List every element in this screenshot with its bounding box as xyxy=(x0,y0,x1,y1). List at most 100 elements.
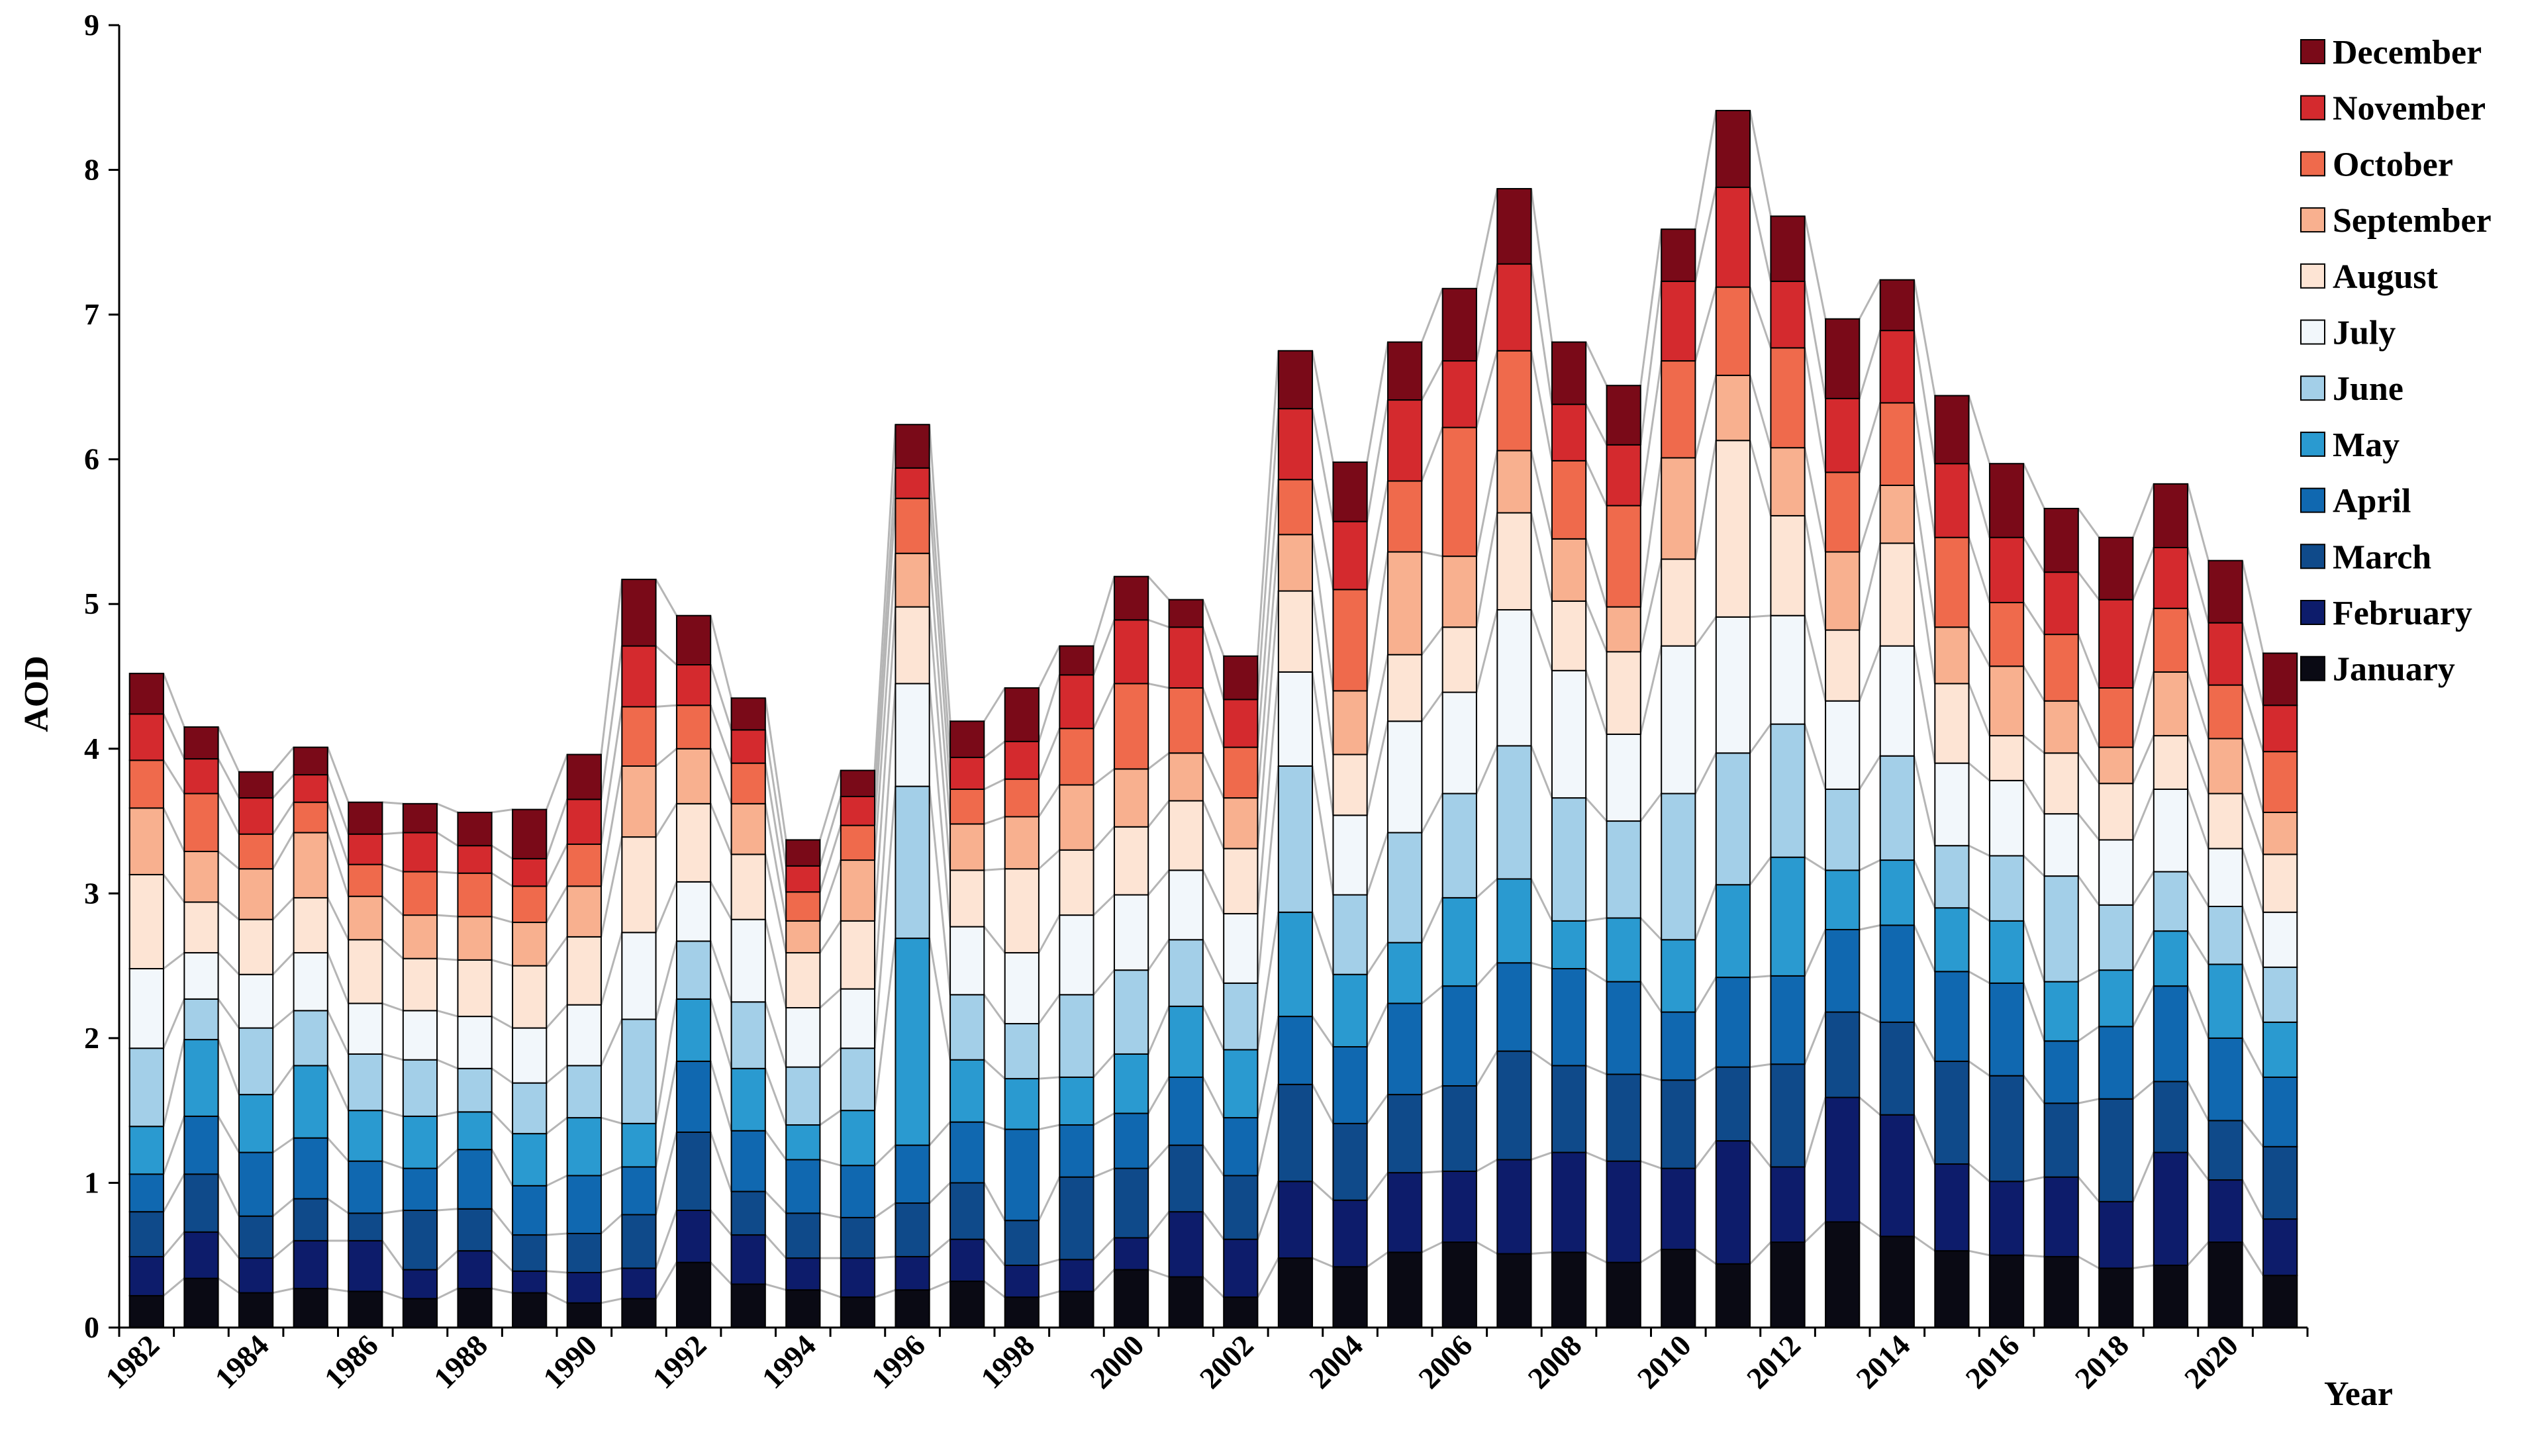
bar-segment-april-2003 xyxy=(1277,1016,1314,1085)
bar-segment-november-2014 xyxy=(1879,330,1915,404)
bar-segment-april-2008 xyxy=(1551,967,1587,1067)
bar-segment-july-2012 xyxy=(1770,614,1806,725)
connector-may-2001 xyxy=(1202,1006,1225,1051)
bar-segment-february-2014 xyxy=(1879,1114,1915,1238)
y-tick-label: 3 xyxy=(84,876,99,910)
y-axis-title: AOD xyxy=(18,655,56,732)
bar-segment-november-2019 xyxy=(2153,546,2189,609)
connector-january-2001 xyxy=(1202,1276,1225,1298)
bar-segment-may-2008 xyxy=(1551,920,1587,969)
bar-segment-june-1992 xyxy=(675,940,712,1000)
bar-segment-september-1999 xyxy=(1059,784,1094,851)
bar-segment-april-2014 xyxy=(1879,924,1915,1023)
bar-segment-may-2003 xyxy=(1277,911,1314,1018)
connector-september-1998 xyxy=(1038,784,1061,818)
connector-july-1983 xyxy=(217,951,240,975)
connector-september-2006 xyxy=(1475,450,1498,557)
bar-segment-september-2021 xyxy=(2262,811,2298,855)
legend-swatch xyxy=(2300,207,2325,233)
bar-segment-july-2009 xyxy=(1606,733,1641,822)
connector-march-2005 xyxy=(1421,1085,1443,1096)
bar-segment-april-1992 xyxy=(675,1060,712,1133)
y-tick-label: 1 xyxy=(84,1165,99,1199)
connector-january-1982 xyxy=(162,1277,185,1297)
connector-july-2020 xyxy=(2241,848,2264,913)
connector-august-2016 xyxy=(2023,734,2045,754)
bar-segment-may-1983 xyxy=(183,1039,219,1117)
x-tick-label: 1982 xyxy=(99,1328,166,1395)
bar-segment-april-2010 xyxy=(1661,1011,1696,1081)
connector-april-1982 xyxy=(162,1116,185,1175)
connector-december-1988 xyxy=(491,808,513,814)
bar-segment-november-1996 xyxy=(895,467,930,499)
connector-march-1991 xyxy=(655,1132,678,1215)
connector-september-2017 xyxy=(2077,701,2100,748)
connector-september-2012 xyxy=(1804,447,1827,552)
connector-january-1996 xyxy=(929,1280,951,1291)
bar-segment-october-1985 xyxy=(293,801,328,834)
bar-segment-may-2013 xyxy=(1825,869,1861,930)
bar-segment-march-1998 xyxy=(1004,1220,1040,1267)
bar-segment-november-1987 xyxy=(402,832,438,873)
bar-segment-september-2006 xyxy=(1441,556,1477,628)
bar-segment-july-2015 xyxy=(1934,762,1970,847)
bar-segment-september-1985 xyxy=(293,832,328,898)
bar-segment-january-1997 xyxy=(949,1281,985,1329)
bar-segment-february-2008 xyxy=(1551,1151,1587,1253)
bar-segment-june-2017 xyxy=(2043,875,2079,983)
bar-segment-june-2002 xyxy=(1223,982,1259,1051)
connector-january-2003 xyxy=(1312,1257,1334,1268)
bar-segment-october-2002 xyxy=(1223,746,1259,799)
connector-february-1983 xyxy=(217,1231,240,1259)
bar-segment-september-2018 xyxy=(2098,746,2134,785)
connector-july-1997 xyxy=(983,926,1006,953)
bar-segment-november-1983 xyxy=(183,758,219,795)
connector-october-2007 xyxy=(1530,350,1553,461)
connector-january-1995 xyxy=(874,1288,896,1298)
bar-segment-january-1996 xyxy=(895,1289,930,1328)
legend-label: August xyxy=(2333,258,2439,296)
connector-march-2016 xyxy=(2022,1075,2045,1104)
bar-segment-august-1987 xyxy=(402,957,438,1012)
connector-november-1991 xyxy=(655,645,677,666)
bar-segment-august-2020 xyxy=(2207,793,2243,849)
bar-segment-june-2000 xyxy=(1113,969,1149,1055)
bar-segment-january-1982 xyxy=(128,1294,164,1328)
connector-june-1998 xyxy=(1038,994,1061,1024)
bar-segment-january-2012 xyxy=(1770,1241,1806,1329)
connector-july-1990 xyxy=(600,932,623,1006)
y-tick-label: 0 xyxy=(84,1310,99,1344)
connector-july-1986 xyxy=(381,1002,404,1012)
connector-june-1987 xyxy=(436,1059,459,1070)
connector-july-2009 xyxy=(1639,646,1663,735)
bar-segment-august-1990 xyxy=(566,936,602,1006)
connector-june-1990 xyxy=(600,1018,623,1067)
connector-january-2011 xyxy=(1749,1241,1772,1265)
bar-segment-june-1986 xyxy=(348,1053,383,1112)
bar-segment-june-2008 xyxy=(1551,797,1587,922)
connector-december-2008 xyxy=(1584,341,1608,386)
bar-segment-january-2019 xyxy=(2153,1265,2189,1329)
bar-segment-april-2015 xyxy=(1934,971,1970,1062)
bar-segment-december-2015 xyxy=(1934,395,1970,465)
bar-segment-november-1989 xyxy=(512,857,548,887)
connector-august-1984 xyxy=(272,897,295,920)
legend-label: March xyxy=(2333,538,2431,576)
bar-segment-december-1985 xyxy=(293,746,328,776)
bar-segment-june-2016 xyxy=(1988,855,2025,922)
bar-segment-april-2016 xyxy=(1988,982,2025,1077)
connector-march-2010 xyxy=(1694,1066,1717,1081)
bar-segment-september-2010 xyxy=(1661,457,1696,560)
bar-segment-february-2017 xyxy=(2043,1176,2079,1257)
connector-february-2006 xyxy=(1476,1159,1498,1173)
connector-january-2015 xyxy=(1968,1249,1990,1257)
bar-segment-april-2018 xyxy=(2098,1026,2134,1100)
bar-segment-november-2006 xyxy=(1441,360,1477,428)
bar-segment-july-1984 xyxy=(238,973,274,1029)
bar-segment-april-2021 xyxy=(2262,1076,2298,1147)
legend-label: December xyxy=(2333,34,2482,72)
bar-segment-may-2007 xyxy=(1496,878,1532,964)
connector-october-1983 xyxy=(217,793,240,835)
connector-september-2001 xyxy=(1202,752,1225,799)
bar-segment-november-1991 xyxy=(621,645,657,708)
